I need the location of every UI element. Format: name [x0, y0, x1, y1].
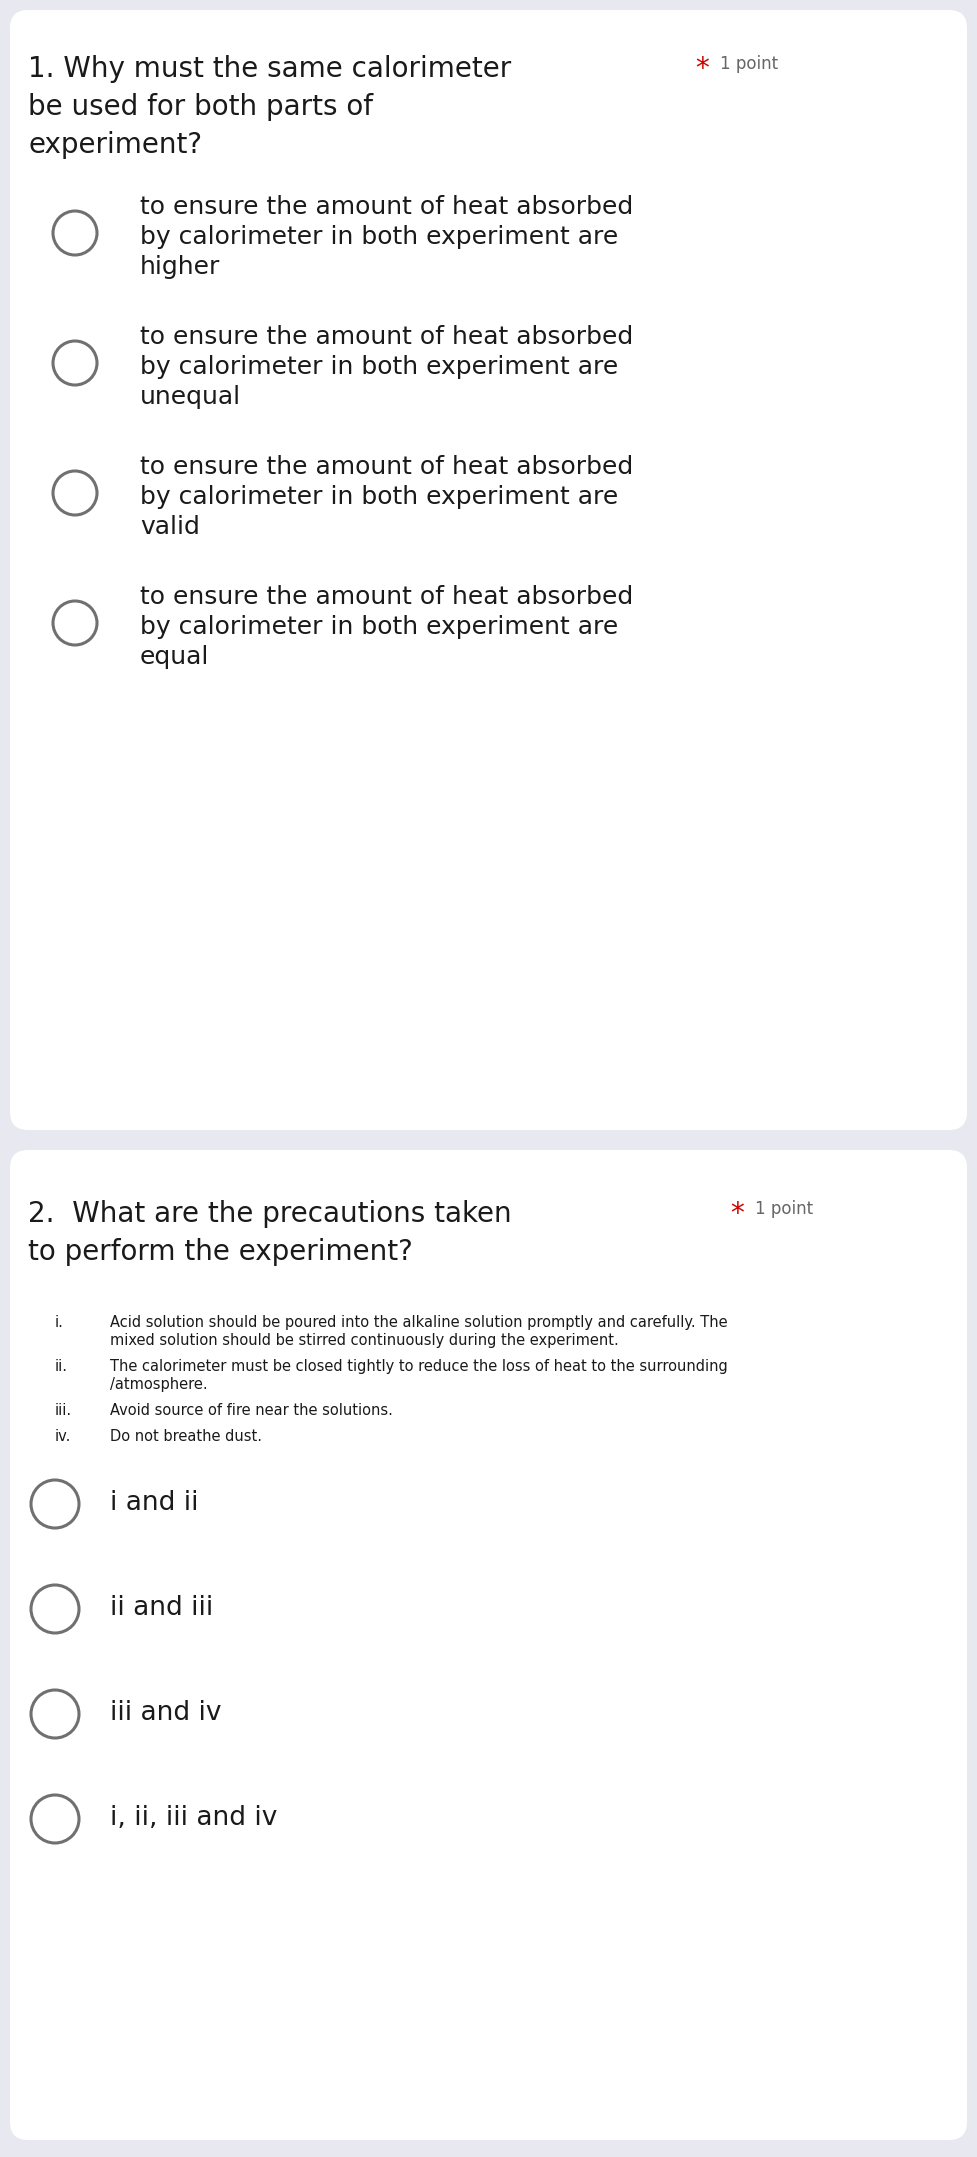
Text: experiment?: experiment? — [28, 132, 202, 160]
Text: to ensure the amount of heat absorbed: to ensure the amount of heat absorbed — [140, 194, 633, 220]
Text: mixed solution should be stirred continuously during the experiment.: mixed solution should be stirred continu… — [110, 1333, 618, 1348]
FancyBboxPatch shape — [10, 1150, 967, 2140]
Text: iv.: iv. — [55, 1428, 71, 1443]
Text: 1 point: 1 point — [720, 54, 778, 73]
Text: ii and iii: ii and iii — [110, 1594, 213, 1622]
Text: to ensure the amount of heat absorbed: to ensure the amount of heat absorbed — [140, 455, 633, 479]
Text: /atmosphere.: /atmosphere. — [110, 1376, 208, 1391]
Text: higher: higher — [140, 255, 221, 278]
Text: i.: i. — [55, 1316, 64, 1331]
Text: i, ii, iii and iv: i, ii, iii and iv — [110, 1805, 277, 1831]
FancyBboxPatch shape — [10, 11, 967, 1130]
Text: to ensure the amount of heat absorbed: to ensure the amount of heat absorbed — [140, 326, 633, 349]
Text: valid: valid — [140, 516, 200, 539]
Text: Avoid source of fire near the solutions.: Avoid source of fire near the solutions. — [110, 1402, 393, 1417]
Text: by calorimeter in both experiment are: by calorimeter in both experiment are — [140, 224, 618, 248]
Text: ii.: ii. — [55, 1359, 68, 1374]
Text: by calorimeter in both experiment are: by calorimeter in both experiment are — [140, 615, 618, 638]
Text: to ensure the amount of heat absorbed: to ensure the amount of heat absorbed — [140, 585, 633, 608]
Text: *: * — [695, 54, 708, 82]
Text: unequal: unequal — [140, 384, 241, 410]
Text: be used for both parts of: be used for both parts of — [28, 93, 373, 121]
Text: Acid solution should be poured into the alkaline solution promptly and carefully: Acid solution should be poured into the … — [110, 1316, 728, 1331]
Text: Do not breathe dust.: Do not breathe dust. — [110, 1428, 262, 1443]
Text: iii and iv: iii and iv — [110, 1700, 222, 1726]
Text: The calorimeter must be closed tightly to reduce the loss of heat to the surroun: The calorimeter must be closed tightly t… — [110, 1359, 728, 1374]
Text: to perform the experiment?: to perform the experiment? — [28, 1238, 413, 1266]
Text: by calorimeter in both experiment are: by calorimeter in both experiment are — [140, 485, 618, 509]
Text: 1. Why must the same calorimeter: 1. Why must the same calorimeter — [28, 54, 511, 82]
Text: by calorimeter in both experiment are: by calorimeter in both experiment are — [140, 356, 618, 380]
Text: 1 point: 1 point — [755, 1199, 813, 1219]
Text: equal: equal — [140, 645, 209, 669]
Text: *: * — [730, 1199, 743, 1227]
Text: i and ii: i and ii — [110, 1490, 198, 1516]
Text: 2.  What are the precautions taken: 2. What are the precautions taken — [28, 1199, 512, 1227]
Text: iii.: iii. — [55, 1402, 72, 1417]
